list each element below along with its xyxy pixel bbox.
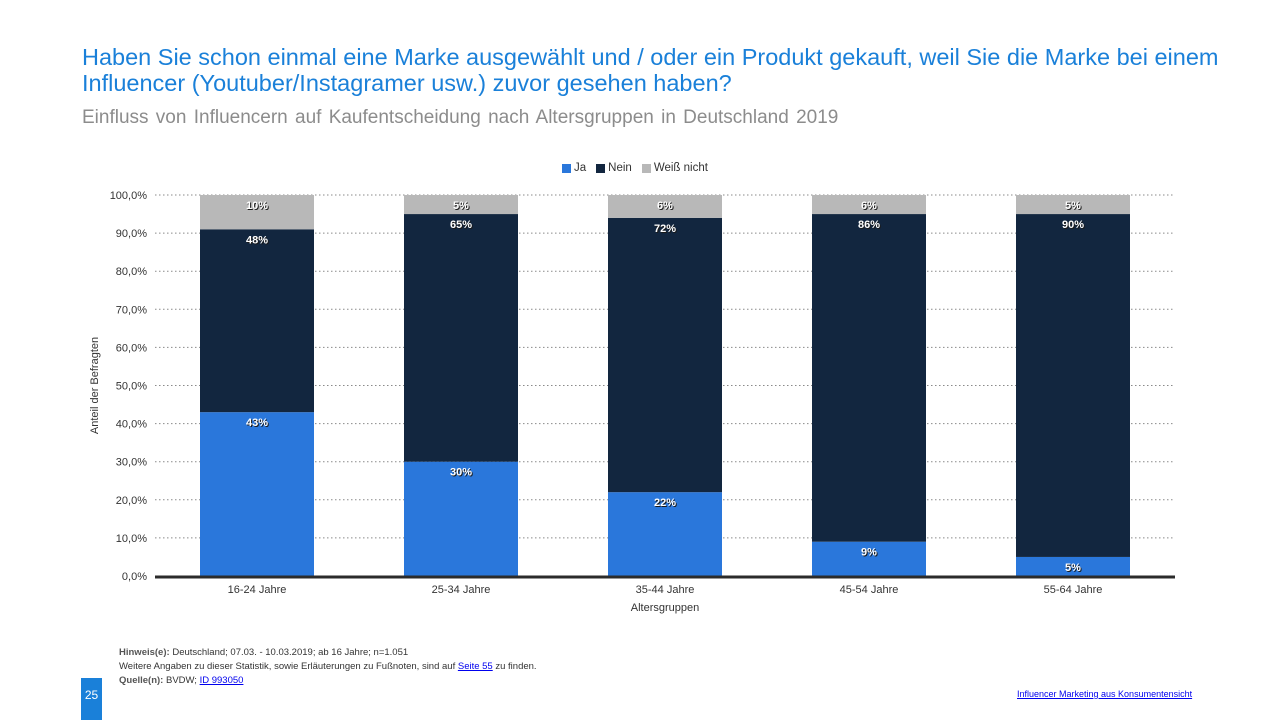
statistic-id-link[interactable]: ID 993050 <box>199 675 244 686</box>
data-label-shadow: 9% <box>862 548 878 560</box>
hinweis-label: Hinweis(e): <box>119 647 170 658</box>
report-title-link[interactable]: Influencer Marketing aus Konsumentensich… <box>1017 689 1193 699</box>
chart-subtitle: Einfluss von Influencern auf Kaufentsche… <box>82 107 839 128</box>
seite-link[interactable]: Seite 55 <box>457 661 493 672</box>
weitere-text: Weitere Angaben zu dieser Statistik, sow… <box>119 661 458 672</box>
x-axis-ticks: 16-24 Jahre 25-34 Jahre 35-44 Jahre 45-54 J… <box>228 584 1103 596</box>
y-tick-label: 90,0% <box>116 228 147 240</box>
legend-label-ja: Ja <box>574 162 587 174</box>
x-tick-label: 55-64 Jahre <box>1044 584 1103 596</box>
y-tick-label: 80,0% <box>116 266 147 278</box>
bar-nein <box>812 214 926 542</box>
data-label-shadow: 10% <box>247 201 269 213</box>
x-tick-label: 35-44 Jahre <box>636 584 695 596</box>
y-tick-label: 70,0% <box>116 304 147 316</box>
hinweis-line: Hinweis(e): Deutschland; 07.03. - 10.03.… <box>119 646 537 660</box>
legend-item-weiss-nicht: Weiß nicht <box>641 162 708 174</box>
legend: Ja Nein Weiß nicht <box>562 162 708 174</box>
bar-nein <box>608 217 722 493</box>
data-label-shadow: 6% <box>658 201 674 213</box>
quelle-text: BVDW; <box>163 675 200 686</box>
quelle-label: Quelle(n): <box>119 675 164 686</box>
data-label-shadow: 30% <box>451 468 473 480</box>
quelle-line: Quelle(n): BVDW; ID 993050 <box>119 674 537 688</box>
data-label-shadow: 86% <box>859 220 881 232</box>
weitere-line: Weitere Angaben zu dieser Statistik, sow… <box>119 660 537 674</box>
data-label-shadow: 43% <box>247 418 269 430</box>
bar-nein <box>404 214 518 462</box>
x-axis-label: Altersgruppen <box>631 602 700 614</box>
page-number-badge: 25 <box>81 678 102 720</box>
y-tick-label: 50,0% <box>116 381 147 393</box>
y-tick-label: 60,0% <box>116 342 147 354</box>
data-label: 65% <box>450 219 472 231</box>
data-label: 9% <box>861 547 877 559</box>
data-label: 6% <box>657 200 673 212</box>
bar-ja <box>200 412 314 576</box>
weitere-text-after: zu finden. <box>492 661 537 672</box>
legend-swatch-ja <box>562 163 571 173</box>
data-label-shadow: 5% <box>1066 201 1082 213</box>
y-axis-ticks: 0,0% 10,0% 20,0% 30,0% 40,0% 50,0% 60,0% 70,0% 8… <box>110 190 148 583</box>
data-label-shadow: 90% <box>1063 220 1085 232</box>
bar-wei-nicht <box>812 195 926 215</box>
y-tick-label: 20,0% <box>116 495 147 507</box>
legend-swatch-nein <box>596 163 606 173</box>
x-tick-label: 16-24 Jahre <box>228 584 287 596</box>
hinweis-text: Deutschland; 07.03. - 10.03.2019; ab 16 … <box>169 647 409 658</box>
data-label-shadow: 65% <box>451 220 473 232</box>
data-label: 5% <box>453 200 469 212</box>
data-label-shadow: 6% <box>862 201 878 213</box>
bar-nein <box>200 229 314 413</box>
data-label: 5% <box>1065 562 1081 574</box>
legend-label-weiss-nicht: Weiß nicht <box>653 162 708 174</box>
data-label-shadow: 48% <box>247 235 269 247</box>
legend-swatch-weiss-nicht <box>641 163 651 173</box>
bar-ja <box>812 541 926 576</box>
y-tick-label: 30,0% <box>116 457 147 469</box>
data-label: 22% <box>654 497 676 509</box>
bar-wei-nicht <box>608 195 722 218</box>
data-label: 43% <box>246 417 268 429</box>
y-axis-label: Anteil der Befragten <box>89 337 101 434</box>
bar-wei-nicht <box>1016 195 1130 215</box>
data-label: 6% <box>861 200 877 212</box>
data-label: 10% <box>246 200 268 212</box>
y-tick-label: 40,0% <box>116 419 147 431</box>
bars: 43%43%48%48%10%10%30%30%65%65%5%5%22%22%… <box>200 195 1130 576</box>
data-label-shadow: 5% <box>454 201 470 213</box>
data-label-shadow: 72% <box>655 224 677 236</box>
y-tick-label: 0,0% <box>122 571 147 583</box>
legend-label-nein: Nein <box>608 162 632 174</box>
bar-wei-nicht <box>200 195 314 230</box>
legend-item-nein: Nein <box>596 162 632 174</box>
x-tick-label: 45-54 Jahre <box>840 584 899 596</box>
y-tick-label: 100,0% <box>110 190 148 202</box>
data-label-shadow: 22% <box>655 498 677 510</box>
y-tick-label: 10,0% <box>116 533 147 545</box>
data-label: 5% <box>1065 200 1081 212</box>
data-label-shadow: 5% <box>1066 563 1082 575</box>
bar-ja <box>404 461 518 576</box>
data-label: 86% <box>858 219 880 231</box>
bar-nein <box>1016 214 1130 557</box>
bar-wei-nicht <box>404 195 518 215</box>
data-label: 72% <box>654 223 676 235</box>
chart-title: Haben Sie schon einmal eine Marke ausgew… <box>82 44 1219 96</box>
notes: Hinweis(e): Deutschland; 07.03. - 10.03.… <box>119 646 537 688</box>
data-label: 90% <box>1062 219 1084 231</box>
x-tick-label: 25-34 Jahre <box>432 584 491 596</box>
legend-item-ja: Ja <box>562 162 586 174</box>
bar-ja <box>1016 556 1130 576</box>
data-label: 30% <box>450 467 472 479</box>
data-label: 48% <box>246 234 268 246</box>
bar-ja <box>608 492 722 576</box>
